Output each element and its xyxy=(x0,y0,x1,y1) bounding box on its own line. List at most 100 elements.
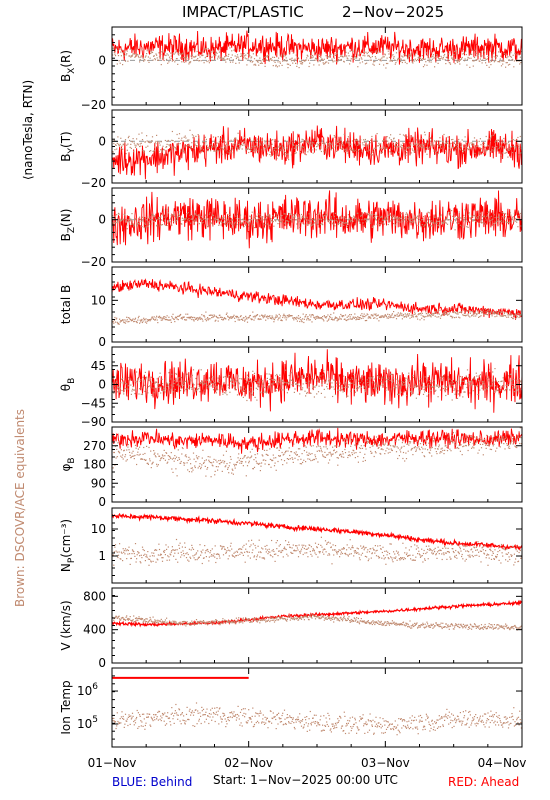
series-point-by-dscovr xyxy=(194,142,196,145)
series-point-bz-dscovr xyxy=(192,216,195,218)
series-point-theta-dscovr xyxy=(512,383,514,386)
series-point-np-dscovr xyxy=(152,560,154,562)
series-point-btot-dscovr xyxy=(155,317,157,319)
series-point-theta-dscovr xyxy=(247,383,249,386)
series-point-bx-dscovr xyxy=(391,55,393,57)
series-point-btot-dscovr xyxy=(436,313,439,315)
series-point-btot-dscovr xyxy=(232,316,234,318)
series-point-theta-dscovr xyxy=(148,379,150,381)
series-point-theta-dscovr xyxy=(217,389,219,391)
series-point-bz-dscovr xyxy=(496,220,498,222)
series-point-bx-dscovr xyxy=(306,54,308,56)
series-point-np-dscovr xyxy=(333,554,335,556)
series-point-by-dscovr xyxy=(175,149,178,152)
series-point-bx-dscovr xyxy=(285,57,287,59)
series-point-btot-dscovr xyxy=(429,314,431,316)
series-point-btot-dscovr xyxy=(163,316,165,318)
series-point-np-dscovr xyxy=(278,550,280,552)
ylabel-main-by: B xyxy=(59,153,73,161)
series-point-phi-dscovr xyxy=(239,457,242,460)
series-point-btot-dscovr xyxy=(233,314,235,316)
series-point-theta-dscovr xyxy=(167,383,169,385)
series-point-np-dscovr xyxy=(275,542,277,544)
series-point-by-dscovr xyxy=(394,145,396,147)
series-point-theta-dscovr xyxy=(190,380,192,382)
series-point-by-dscovr xyxy=(248,151,250,154)
series-point-bx-dscovr xyxy=(152,59,154,61)
series-point-theta-dscovr xyxy=(215,389,217,391)
series-point-bx-dscovr xyxy=(360,57,362,59)
series-point-np-dscovr xyxy=(384,550,386,552)
series-point-bz-dscovr xyxy=(407,214,409,216)
series-point-np-dscovr xyxy=(345,553,347,556)
series-point-btot-dscovr xyxy=(250,318,252,320)
series-point-theta-dscovr xyxy=(278,381,280,383)
series-point-by-dscovr xyxy=(150,141,152,143)
series-point-by-dscovr xyxy=(277,146,279,148)
series-point-by-dscovr xyxy=(473,143,475,145)
series-point-bz-dscovr xyxy=(358,220,360,222)
series-point-phi-dscovr xyxy=(482,443,484,445)
series-point-np-dscovr xyxy=(339,549,341,551)
series-point-phi-dscovr xyxy=(410,441,412,443)
series-point-by-dscovr xyxy=(346,142,348,144)
series-point-by-dscovr xyxy=(348,146,350,148)
series-point-phi-dscovr xyxy=(355,452,357,454)
series-point-np-dscovr xyxy=(157,559,159,561)
series-point-np-dscovr xyxy=(154,549,156,551)
series-point-theta-dscovr xyxy=(320,392,322,394)
series-point-theta-dscovr xyxy=(367,384,369,386)
series-point-bx-dscovr xyxy=(220,57,222,59)
series-point-bx-dscovr xyxy=(227,58,229,60)
series-point-by-dscovr xyxy=(239,145,242,147)
series-point-phi-dscovr xyxy=(475,442,477,444)
series-point-btot-dscovr xyxy=(333,319,335,321)
series-point-bz-dscovr xyxy=(441,220,443,222)
series-point-np-dscovr xyxy=(351,546,353,549)
series-point-bx-dscovr xyxy=(214,52,216,54)
series-point-phi-dscovr xyxy=(156,465,158,467)
series-point-np-dscovr xyxy=(131,553,133,555)
series-point-phi-dscovr xyxy=(216,461,218,463)
series-point-phi-dscovr xyxy=(236,461,239,463)
series-point-by-dscovr xyxy=(116,148,118,150)
series-point-by-dscovr xyxy=(220,137,222,139)
series-point-phi-dscovr xyxy=(124,456,126,458)
series-point-np-dscovr xyxy=(358,553,360,555)
series-point-bz-dscovr xyxy=(147,221,149,223)
series-point-bx-dscovr xyxy=(368,54,370,57)
series-point-bz-dscovr xyxy=(428,226,430,228)
series-point-theta-dscovr xyxy=(238,383,240,385)
series-point-theta-dscovr xyxy=(174,388,176,391)
series-point-bz-dscovr xyxy=(116,221,118,223)
series-point-phi-dscovr xyxy=(323,456,325,458)
series-point-bx-dscovr xyxy=(467,56,469,58)
series-point-btot-dscovr xyxy=(439,309,441,311)
series-point-np-dscovr xyxy=(137,551,139,553)
series-point-by-dscovr xyxy=(450,142,452,145)
series-point-phi-dscovr xyxy=(398,439,400,441)
series-point-by-dscovr xyxy=(229,150,232,152)
series-point-theta-dscovr xyxy=(284,382,286,384)
series-point-btot-dscovr xyxy=(384,314,386,316)
series-point-np-dscovr xyxy=(257,545,259,547)
series-point-bx-dscovr xyxy=(198,60,200,62)
series-point-bz-dscovr xyxy=(125,219,127,221)
series-point-bx-dscovr xyxy=(477,54,479,57)
series-point-bx-dscovr xyxy=(471,49,473,51)
series-point-bz-dscovr xyxy=(438,224,440,226)
series-point-bz-dscovr xyxy=(315,220,317,222)
series-point-bz-dscovr xyxy=(497,216,499,218)
series-point-phi-dscovr xyxy=(305,461,307,463)
series-point-btot-dscovr xyxy=(329,315,331,317)
series-point-bz-dscovr xyxy=(414,218,416,220)
series-point-phi-dscovr xyxy=(165,452,167,454)
series-point-bz-dscovr xyxy=(430,225,432,227)
series-point-bz-dscovr xyxy=(394,217,396,219)
series-point-by-dscovr xyxy=(332,147,334,149)
series-point-bx-dscovr xyxy=(382,56,384,58)
series-point-btot-dscovr xyxy=(466,314,468,316)
series-point-btot-dscovr xyxy=(499,310,501,312)
series-point-theta-dscovr xyxy=(470,381,472,383)
series-point-bz-dscovr xyxy=(476,217,478,219)
